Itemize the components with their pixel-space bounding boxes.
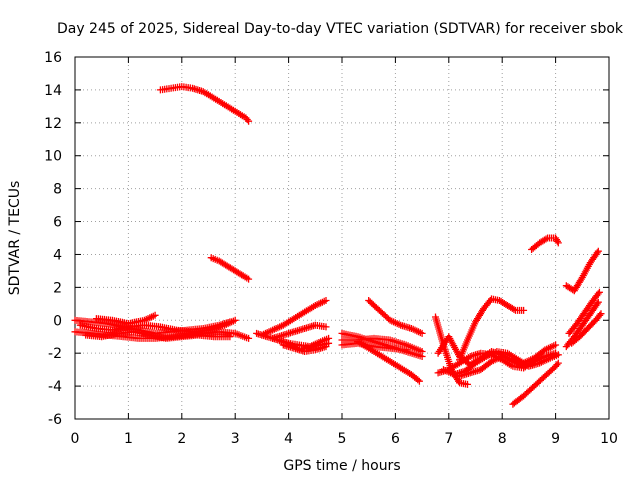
x-tick-label: 7 [444,431,453,447]
series-arc-d [76,316,239,336]
y-tick-label: 14 [44,83,62,99]
x-tick-label: 4 [284,431,293,447]
y-axis-label: SDTVAR / TECUs [7,181,23,296]
x-tick-label: 1 [124,431,133,447]
series-arc-i [269,321,330,342]
series-arc-x [562,247,602,295]
data-points [258,297,330,339]
y-tick-label: 12 [44,116,62,132]
data-points [365,297,426,337]
data-points [562,247,602,295]
series-arc-s [456,295,528,364]
x-tick-label: 9 [551,431,560,447]
data-points [456,295,528,364]
x-tick-label: 6 [391,431,400,447]
data-series [71,83,605,408]
data-points [565,288,603,337]
series-arc-e [82,328,234,342]
series-arc-high [156,83,253,125]
series-arc-mid [207,254,253,283]
grid [75,57,609,419]
y-tick-label: -6 [48,412,62,428]
y-tick-label: 4 [53,247,62,263]
x-tick-label: 5 [338,431,347,447]
y-tick-label: 8 [53,182,62,198]
series-arc-j [279,341,330,355]
series-arc-v [509,359,562,408]
x-tick-label: 2 [177,431,186,447]
y-tick-label: 0 [53,313,62,329]
y-tick-label: -4 [48,379,62,395]
data-points [76,316,239,336]
data-points [156,83,253,125]
series-arc-o [338,339,410,354]
y-tick-label: 2 [53,280,62,296]
series-arc-u [440,348,562,379]
series-arc-z [565,288,603,337]
x-tick-label: 10 [600,431,618,447]
data-points [338,339,410,354]
series-arc-g [258,297,330,339]
data-points [528,234,562,253]
x-tick-label: 8 [498,431,507,447]
data-points [568,310,605,347]
y-tick-label: 10 [44,149,62,165]
series-arc-n [365,297,426,337]
data-points [269,321,330,342]
data-points [82,328,234,342]
data-points [279,341,330,355]
x-tick-label: 0 [71,431,80,447]
data-points [440,348,562,379]
data-points [509,359,562,408]
x-tick-label: 3 [231,431,240,447]
chart-title: Day 245 of 2025, Sidereal Day-to-day VTE… [57,21,624,37]
series-arc-w [528,234,562,253]
data-points [207,254,253,283]
y-tick-label: 16 [44,50,62,66]
y-tick-label: -2 [48,346,62,362]
series-arc-aa [568,310,605,347]
y-tick-label: 6 [53,215,62,231]
x-axis-label: GPS time / hours [283,458,400,474]
